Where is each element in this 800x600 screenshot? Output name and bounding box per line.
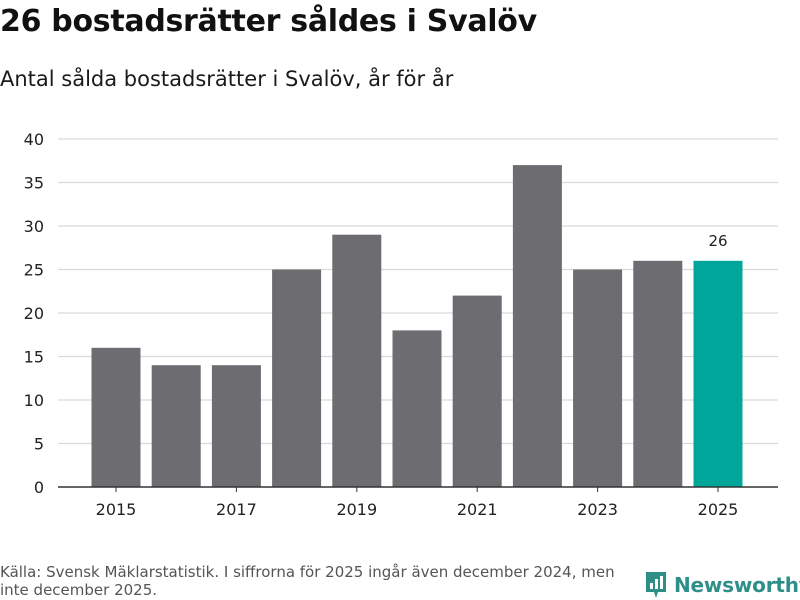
newsworthy-logo-icon (646, 572, 666, 598)
brand-name: Newsworthy (674, 573, 800, 597)
x-tick-label: 2023 (577, 500, 618, 519)
x-tick-label: 2017 (216, 500, 257, 519)
x-tick-label: 2021 (457, 500, 498, 519)
x-tick-label: 2025 (698, 500, 739, 519)
bars (91, 165, 743, 487)
y-tick-label: 10 (24, 391, 44, 410)
y-tick-label: 40 (24, 130, 44, 149)
y-axis-ticks: 0 5 10 15 20 25 30 35 40 (24, 130, 44, 497)
chart-title: 26 bostadsrätter såldes i Svalöv (0, 4, 537, 39)
newsworthy-logo[interactable]: Newsworthy (644, 570, 800, 600)
bar-2021 (452, 295, 502, 487)
data-labels: 26 (708, 232, 727, 250)
y-tick-label: 5 (34, 435, 44, 454)
bar-2022 (512, 165, 562, 487)
x-tick-label: 2015 (96, 500, 137, 519)
x-axis-ticks: 2015 2017 2019 2021 2023 2025 (96, 487, 739, 519)
data-label: 26 (708, 232, 727, 250)
y-tick-label: 30 (24, 217, 44, 236)
bar-2017 (211, 365, 261, 487)
bar-2015 (91, 347, 141, 487)
bar-2016 (151, 365, 201, 487)
bar-2023 (573, 269, 623, 487)
y-tick-label: 15 (24, 348, 44, 367)
x-tick-label: 2019 (336, 500, 377, 519)
y-tick-label: 0 (34, 478, 44, 497)
y-tick-label: 20 (24, 304, 44, 323)
bar-2024 (633, 260, 683, 487)
bar-2019 (332, 234, 382, 487)
bar-2025 (693, 260, 743, 487)
source-note: Källa: Svensk Mäklarstatistik. I siffror… (0, 563, 615, 599)
y-tick-label: 25 (24, 261, 44, 280)
y-tick-label: 35 (24, 174, 44, 193)
chart-subtitle: Antal sålda bostadsrätter i Svalöv, år f… (0, 67, 454, 91)
bar-2020 (392, 330, 442, 487)
bar-2018 (272, 269, 322, 487)
